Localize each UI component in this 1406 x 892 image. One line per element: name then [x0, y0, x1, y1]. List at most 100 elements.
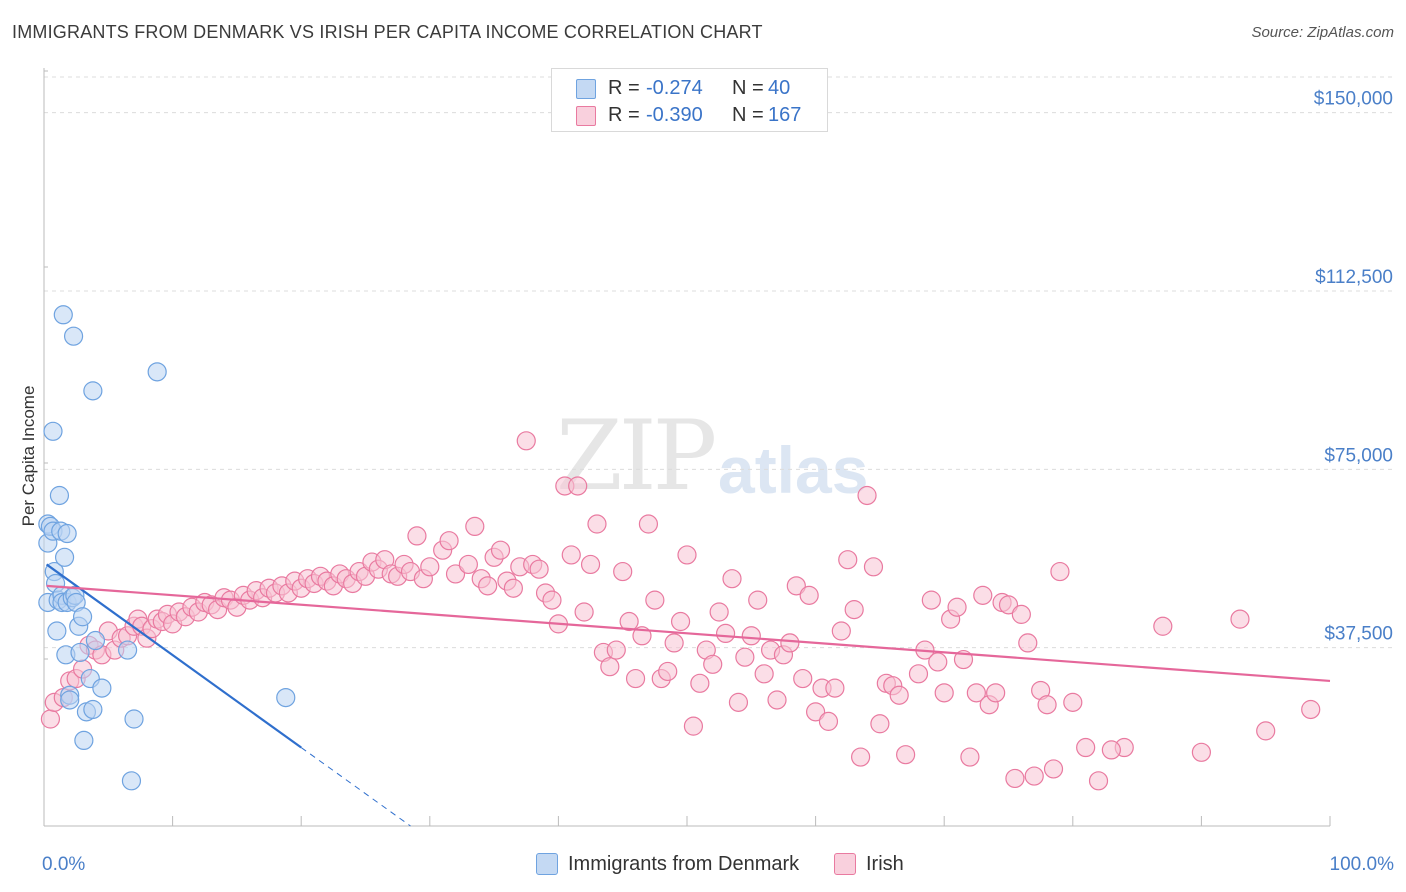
source-credit: Source: ZipAtlas.com — [1251, 24, 1394, 41]
irish-point — [478, 576, 498, 596]
legend-swatch-blue — [576, 79, 596, 99]
denmark-point — [74, 730, 94, 751]
irish-point — [934, 683, 954, 703]
irish-point — [1153, 616, 1173, 636]
bottom-swatch-blue — [536, 853, 558, 875]
denmark-point — [276, 687, 296, 708]
series-denmark-points — [38, 305, 296, 791]
legend-swatch-pink — [576, 106, 596, 126]
irish-point — [754, 664, 774, 684]
chart-title: IMMIGRANTS FROM DENMARK VS IRISH PER CAP… — [12, 22, 763, 42]
irish-point — [619, 611, 639, 632]
irish-point — [780, 633, 800, 653]
denmark-point — [53, 305, 73, 325]
irish-point — [445, 564, 466, 584]
irish-point — [1050, 561, 1070, 582]
irish-point — [1024, 766, 1044, 786]
irish-point — [889, 685, 909, 705]
denmark-point — [124, 709, 144, 729]
irish-point — [960, 747, 980, 767]
irish-point — [805, 702, 826, 722]
legend-r-label: R = — [608, 77, 640, 99]
denmark-point — [49, 485, 70, 506]
irish-point — [715, 623, 736, 644]
irish-point — [625, 668, 646, 689]
irish-point — [645, 590, 665, 610]
legend-r-value: -0.274 — [646, 77, 703, 99]
denmark-point — [70, 642, 90, 663]
irish-point — [1191, 742, 1212, 762]
irish-point — [870, 714, 890, 734]
legend-row-denmark: R = -0.274 N = 40 — [552, 75, 827, 101]
axes — [43, 68, 1331, 827]
irish-point — [670, 611, 691, 632]
irish-point — [703, 654, 723, 674]
irish-point — [580, 554, 601, 575]
irish-point — [664, 633, 684, 653]
denmark-point — [121, 771, 142, 791]
irish-point — [458, 554, 478, 575]
irish-point — [600, 657, 620, 677]
irish-point — [831, 621, 851, 641]
denmark-point — [60, 690, 80, 710]
irish-point — [767, 690, 787, 710]
watermark-atlas: atlas — [718, 433, 869, 507]
bottom-legend-label: Irish — [866, 853, 904, 875]
y-tick-label: $75,000 — [1324, 445, 1393, 466]
irish-point — [1037, 695, 1057, 715]
irish-point — [735, 647, 755, 667]
irish-point — [40, 709, 61, 729]
irish-point — [690, 673, 710, 693]
irish-point — [1088, 771, 1109, 791]
irish-point — [1043, 759, 1064, 779]
denmark-point — [54, 547, 75, 567]
legend-r-label: R = — [608, 104, 640, 126]
irish-point — [1005, 768, 1025, 789]
irish-point — [407, 526, 427, 546]
legend-n-value: 167 — [768, 104, 802, 126]
irish-point — [561, 545, 581, 565]
bottom-legend-denmark: Immigrants from Denmark — [536, 852, 836, 878]
irish-point — [928, 652, 948, 672]
irish-point — [896, 745, 916, 765]
irish-point — [1076, 737, 1096, 758]
denmark-point — [43, 421, 63, 441]
axis-labels: $37,500 $75,000 $112,500 $150,000 0.0% 100.0%… — [19, 89, 1394, 875]
irish-point — [966, 683, 986, 703]
series-irish-points — [40, 431, 1321, 791]
irish-point — [818, 711, 839, 731]
irish-point — [606, 640, 626, 660]
bottom-legend-label: Immigrants from Denmark — [568, 853, 800, 875]
irish-point — [677, 545, 697, 565]
irish-point — [973, 585, 993, 605]
irish-point — [986, 683, 1006, 703]
irish-point — [638, 514, 659, 534]
denmark-point — [117, 640, 138, 660]
irish-point — [658, 661, 678, 682]
bottom-swatch-pink — [834, 853, 856, 875]
irish-point — [542, 590, 562, 610]
bottom-legend-irish: Irish — [834, 852, 934, 878]
y-axis-title: Per Capita Income — [19, 386, 38, 527]
irish-point — [1101, 740, 1121, 760]
irish-point — [728, 692, 749, 712]
irish-point — [529, 559, 549, 579]
denmark-point — [83, 381, 103, 401]
denmark-point — [57, 523, 77, 544]
denmark-trend-line — [45, 563, 302, 749]
irish-point — [516, 431, 536, 451]
y-tick-label: $37,500 — [1324, 624, 1393, 645]
irish-trend-line — [46, 584, 1331, 683]
x-tick-label-left: 0.0% — [42, 854, 85, 875]
y-tick-label: $112,500 — [1315, 267, 1393, 288]
correlation-legend: R = -0.274 N = 40 R = -0.390 N = 167 — [551, 68, 828, 132]
irish-point — [741, 626, 761, 646]
irish-point — [709, 602, 729, 622]
irish-point — [921, 590, 941, 610]
irish-point — [568, 476, 588, 496]
legend-r-value: -0.390 — [646, 104, 703, 126]
legend-n-label: N = — [732, 104, 764, 126]
irish-point — [748, 590, 768, 610]
irish-point — [908, 664, 929, 684]
irish-point — [786, 576, 806, 596]
